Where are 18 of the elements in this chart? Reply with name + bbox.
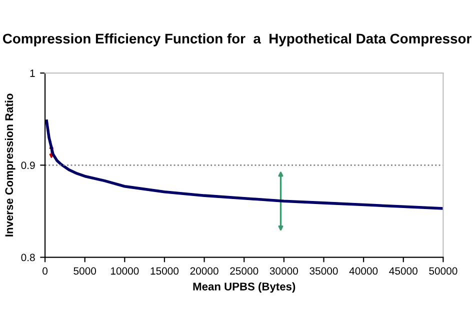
y-axis-title: Inverse Compression Ratio	[4, 94, 16, 236]
x-axis-title: Mean UPBS (Bytes)	[193, 282, 296, 293]
x-tick-label: 45000	[389, 267, 418, 275]
line-series	[45, 120, 444, 210]
x-tick-label: 0	[42, 267, 48, 275]
chart-title: Compression Efficiency Function for a Hypothetical Data Compressor	[2, 33, 472, 46]
x-tick-label: 5000	[74, 267, 96, 275]
y-tick-label: 0.8	[21, 254, 35, 262]
y-tick-label: 1	[30, 70, 35, 77]
x-tick-label: 10000	[110, 267, 139, 275]
x-tick-label: 35000	[310, 267, 338, 275]
x-tick-label: 25000	[230, 267, 258, 275]
y-tick-label: 0.9	[21, 162, 35, 170]
x-tick-label: 50000	[429, 267, 458, 275]
x-tick-label: 20000	[190, 267, 218, 275]
x-tick-label: 15000	[150, 267, 179, 275]
x-tick-label: 40000	[349, 267, 378, 275]
x-tick-label: 30000	[270, 267, 298, 275]
